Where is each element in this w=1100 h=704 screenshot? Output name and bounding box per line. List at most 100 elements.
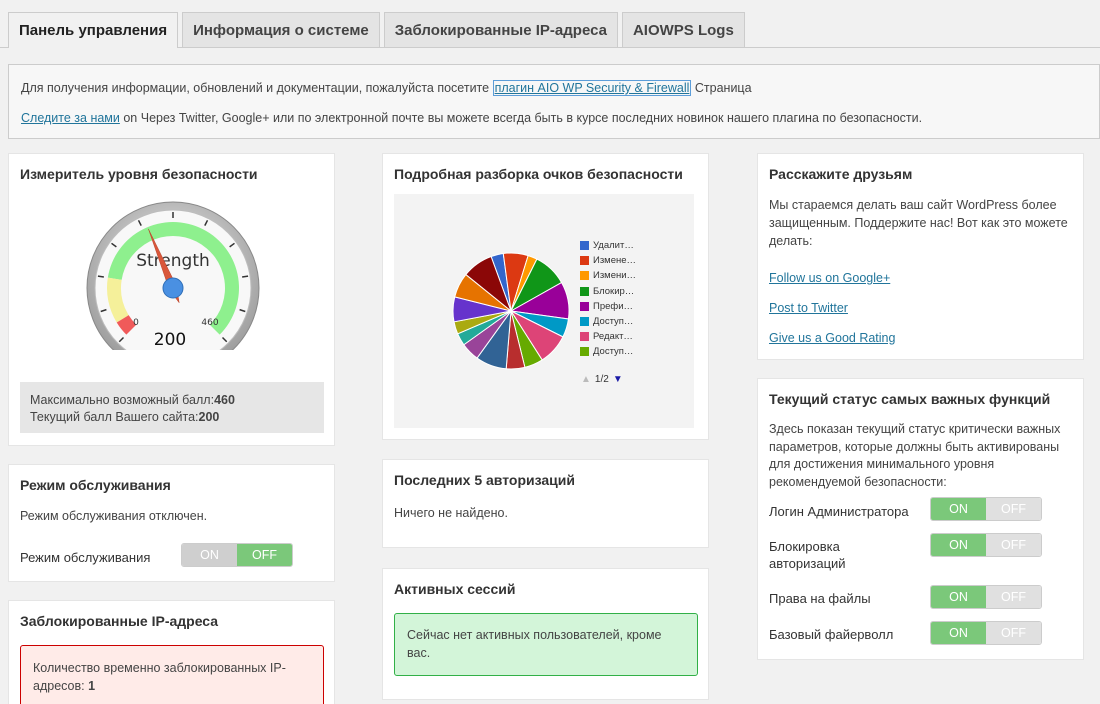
current-score: Текущий балл Вашего сайта:200 (30, 410, 220, 424)
legend-swatch (580, 347, 589, 357)
score-summary: Максимально возможный балл:460 Текущий б… (20, 382, 324, 433)
last-logins-title: Последних 5 авторизаций (394, 472, 575, 488)
legend-swatch (580, 286, 589, 296)
maintenance-toggle[interactable]: ON OFF (181, 543, 293, 567)
info-notice: Для получения информации, обновлений и д… (8, 64, 1100, 139)
active-sessions-title: Активных сессий (394, 581, 516, 597)
feature-label-login-lockdown: Блокировка авторизаций (769, 539, 846, 571)
pie-slice[interactable] (465, 255, 513, 313)
legend-item[interactable]: Измене… (580, 253, 636, 268)
blocked-ips-title: Заблокированные IP-адреса (20, 613, 219, 629)
gauge-tick (111, 242, 117, 248)
gauge-tick (137, 219, 142, 226)
notice-follow-text: on Через Twitter, Google+ или по электро… (123, 111, 923, 125)
active-sessions-box: Активных сессий Сейчас нет активных поль… (382, 568, 709, 700)
gauge-hub (162, 277, 184, 299)
admin-login-toggle[interactable]: ON OFF (930, 497, 1042, 521)
legend-swatch (580, 241, 589, 251)
blocked-ips-text: Количество временно заблокированных IP-а… (33, 661, 286, 693)
tell-friends-box: Расскажите друзьям Мы стараемся делать в… (757, 153, 1084, 360)
legend-label: Блокир… (593, 285, 635, 297)
tab-system-info[interactable]: Информация о системе (182, 12, 380, 47)
gauge-value-label: 200 (154, 330, 186, 350)
toggle-on[interactable]: ON (931, 498, 986, 520)
gauge-tick (229, 242, 235, 248)
legend-swatch (580, 256, 589, 266)
toggle-off[interactable]: OFF (986, 498, 1041, 520)
file-permissions-toggle[interactable]: ON OFF (930, 585, 1042, 609)
blocked-ips-count: 1 (88, 679, 96, 693)
security-meter-box: Измеритель уровня безопасности Strength … (8, 153, 335, 446)
strength-gauge: Strength 0 460 200 (84, 200, 262, 375)
maintenance-status: Режим обслуживания отключен. (20, 509, 208, 523)
notice-line-1: Для получения информации, обновлений и д… (21, 79, 1087, 97)
toggle-on[interactable]: ON (931, 586, 986, 608)
legend-item[interactable]: Редакт… (580, 329, 636, 344)
gauge-tick (221, 336, 228, 343)
max-score: Максимально возможный балл:460 (30, 393, 235, 407)
feature-status-title: Текущий статус самых важных функций (769, 391, 1051, 407)
gauge-tick (100, 308, 107, 313)
legend-item[interactable]: Доступ… (580, 314, 636, 329)
notice-text-suffix: Страница (694, 81, 752, 95)
legend-pager: ▲ 1/2 ▼ (581, 374, 623, 385)
pager-text: 1/2 (594, 374, 609, 385)
toggle-on[interactable]: ON (931, 622, 986, 644)
legend-label: Редакт… (593, 331, 633, 343)
gauge-tick (242, 275, 249, 278)
google-plus-link[interactable]: Follow us on Google+ (769, 271, 891, 285)
maintenance-box: Режим обслуживания Режим обслуживания от… (8, 464, 335, 582)
legend-item[interactable]: Измени… (580, 268, 636, 283)
legend-item[interactable]: Префи… (580, 299, 636, 314)
legend-label: Измене… (593, 255, 637, 267)
follow-us-link[interactable]: Следите за нами (21, 111, 120, 125)
legend-item[interactable]: Удалит… (580, 238, 636, 253)
legend-item[interactable]: Доступ… (580, 344, 636, 359)
feature-label-file-permissions: Права на файлы (769, 591, 871, 606)
plugin-page-link[interactable]: плагин AIO WP Security & Firewall (492, 80, 692, 96)
basic-firewall-toggle[interactable]: ON OFF (930, 621, 1042, 645)
toggle-off[interactable]: OFF (237, 544, 292, 566)
legend-item[interactable]: Блокир… (580, 284, 636, 299)
twitter-link[interactable]: Post to Twitter (769, 301, 848, 315)
triangle-up-icon[interactable]: ▲ (581, 374, 591, 385)
nav-tabs: Панель управления Информация о системе З… (8, 12, 745, 48)
feature-status-text: Здесь показан текущий статус критически … (769, 422, 1061, 489)
maintenance-title: Режим обслуживания (20, 477, 171, 493)
gauge-min-label: 0 (133, 318, 139, 328)
triangle-down-icon[interactable]: ▼ (612, 374, 623, 385)
active-sessions-message: Сейчас нет активных пользователей, кроме… (394, 613, 698, 676)
legend-swatch (580, 332, 589, 342)
security-meter-title: Измеритель уровня безопасности (20, 166, 258, 182)
last-logins-box: Последних 5 авторизаций Ничего не найден… (382, 459, 709, 548)
toggle-off[interactable]: OFF (986, 534, 1041, 556)
tell-friends-text: Мы стараемся делать ваш сайт WordPress б… (769, 198, 1068, 248)
tabs-divider (0, 47, 1100, 48)
login-lockdown-toggle[interactable]: ON OFF (930, 533, 1042, 557)
legend-label: Удалит… (593, 240, 634, 252)
maintenance-label: Режим обслуживания (20, 550, 151, 565)
tell-friends-title: Расскажите друзьям (769, 166, 913, 182)
tab-locked-ips[interactable]: Заблокированные IP-адреса (383, 12, 618, 47)
legend-swatch (580, 317, 589, 327)
legend-swatch (580, 301, 589, 311)
score-breakdown-title: Подробная разборка очков безопасности (394, 166, 683, 182)
gauge-tick (97, 275, 104, 278)
toggle-on[interactable]: ON (182, 544, 237, 566)
notice-line-2: Следите за нами on Через Twitter, Google… (21, 109, 1087, 127)
toggle-off[interactable]: OFF (986, 622, 1041, 644)
pie-legend: Удалит… Измене… Измени… Блокир… Префи… Доступ… (580, 238, 636, 360)
rating-link[interactable]: Give us a Good Rating (769, 331, 896, 345)
tab-dashboard[interactable]: Панель управления (8, 12, 179, 48)
feature-status-box: Текущий статус самых важных функций Здес… (757, 378, 1084, 660)
toggle-on[interactable]: ON (931, 534, 986, 556)
blocked-ips-alert: Количество временно заблокированных IP-а… (20, 645, 324, 704)
gauge-tick (204, 219, 209, 226)
pie-chart: Удалит… Измене… Измени… Блокир… Префи… Доступ… (394, 194, 694, 428)
legend-swatch (580, 271, 589, 281)
gauge-tick (118, 336, 125, 343)
pie-svg (452, 252, 570, 370)
toggle-off[interactable]: OFF (986, 586, 1041, 608)
tab-aiowps-logs[interactable]: AIOWPS Logs (621, 12, 745, 47)
share-links: Follow us on Google+ Post to Twitter Giv… (769, 269, 895, 359)
